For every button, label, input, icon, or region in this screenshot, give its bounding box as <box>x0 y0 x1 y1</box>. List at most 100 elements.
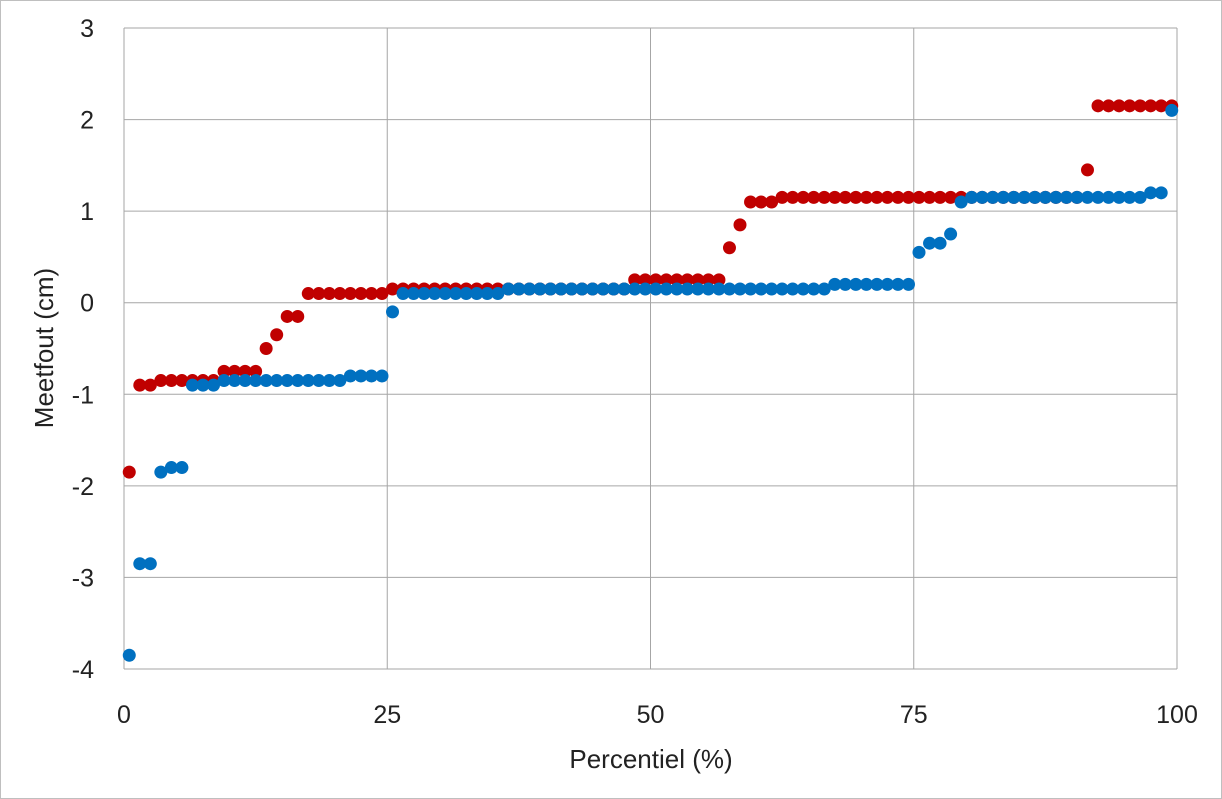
data-point-series-1 <box>901 190 915 204</box>
data-point-series-2 <box>1112 190 1126 204</box>
data-point-series-2 <box>396 287 410 301</box>
data-point-series-2 <box>880 277 894 291</box>
data-point-series-2 <box>575 282 589 296</box>
data-point-series-1 <box>722 241 736 255</box>
data-point-series-2 <box>512 282 526 296</box>
data-point-series-1 <box>754 195 768 209</box>
data-point-series-2 <box>828 277 842 291</box>
x-tick-label: 0 <box>117 701 131 729</box>
data-point-series-1 <box>122 465 136 479</box>
data-point-series-1 <box>786 190 800 204</box>
data-point-series-2 <box>986 190 1000 204</box>
data-point-series-2 <box>838 277 852 291</box>
data-point-series-1 <box>143 378 157 392</box>
data-point-series-2 <box>354 369 368 383</box>
data-point-series-2 <box>912 245 926 259</box>
data-point-series-2 <box>1070 190 1084 204</box>
data-point-series-2 <box>301 374 315 388</box>
data-point-series-2 <box>1165 103 1179 117</box>
data-point-series-2 <box>754 282 768 296</box>
data-point-series-1 <box>164 374 178 388</box>
data-point-series-2 <box>122 648 136 662</box>
data-point-series-1 <box>628 273 642 287</box>
y-tick-label: 1 <box>80 198 94 226</box>
data-point-series-2 <box>238 374 252 388</box>
data-point-series-2 <box>322 374 336 388</box>
data-point-series-1 <box>259 342 273 355</box>
data-point-series-1 <box>817 190 831 204</box>
data-point-series-2 <box>164 461 178 475</box>
x-tick-label: 50 <box>637 701 665 729</box>
y-tick-label: -1 <box>72 381 94 409</box>
data-point-series-1 <box>870 190 884 204</box>
data-point-series-1 <box>807 190 821 204</box>
data-point-series-2 <box>1154 186 1168 200</box>
data-point-series-2 <box>712 282 726 296</box>
data-point-series-2 <box>954 195 968 209</box>
data-point-series-2 <box>796 282 810 296</box>
data-point-series-2 <box>944 227 958 241</box>
data-point-series-1 <box>849 190 863 204</box>
data-point-series-2 <box>333 374 347 388</box>
data-point-series-1 <box>364 287 378 301</box>
data-point-series-2 <box>438 287 452 301</box>
data-point-series-1 <box>859 190 873 204</box>
data-point-series-2 <box>386 305 400 319</box>
data-point-series-2 <box>491 287 505 301</box>
data-point-series-2 <box>249 374 263 388</box>
data-point-series-1 <box>796 190 810 204</box>
data-point-series-2 <box>596 282 610 296</box>
data-point-series-2 <box>459 287 473 301</box>
data-point-series-2 <box>175 461 189 475</box>
data-point-series-2 <box>1133 190 1147 204</box>
data-point-series-1 <box>375 287 389 301</box>
data-point-series-2 <box>765 282 779 296</box>
data-point-series-1 <box>712 273 726 287</box>
data-point-series-1 <box>1112 99 1126 113</box>
data-point-series-1 <box>238 364 252 378</box>
data-point-series-1 <box>249 364 263 378</box>
data-point-series-2 <box>923 236 937 250</box>
data-point-series-2 <box>817 282 831 296</box>
data-point-series-1 <box>343 287 357 301</box>
data-point-series-2 <box>1017 190 1031 204</box>
data-point-series-2 <box>143 557 157 571</box>
x-tick-label: 100 <box>1156 701 1198 729</box>
data-point-series-1 <box>638 273 652 287</box>
data-point-series-2 <box>586 282 600 296</box>
data-point-series-2 <box>480 287 494 301</box>
data-point-series-2 <box>417 287 431 301</box>
data-point-series-2 <box>343 369 357 383</box>
x-axis-title: Percentiel (%) <box>569 744 732 774</box>
data-point-series-2 <box>1038 190 1052 204</box>
data-point-series-1 <box>154 374 168 388</box>
data-point-series-1 <box>1091 99 1105 113</box>
data-point-series-1 <box>280 309 294 323</box>
x-tick-label: 25 <box>373 701 401 729</box>
data-point-series-2 <box>280 374 294 388</box>
data-point-series-2 <box>649 282 663 296</box>
data-point-series-1 <box>217 364 231 378</box>
data-point-series-1 <box>1144 99 1158 113</box>
data-point-series-2 <box>185 378 199 392</box>
data-points <box>122 99 1179 662</box>
data-point-series-2 <box>701 282 715 296</box>
data-point-series-1 <box>933 190 947 204</box>
data-point-series-2 <box>196 378 210 392</box>
data-point-series-2 <box>901 277 915 291</box>
data-point-series-2 <box>1144 186 1158 200</box>
gridlines <box>123 27 1178 670</box>
data-point-series-1 <box>912 190 926 204</box>
y-tick-label: 2 <box>80 107 94 135</box>
data-point-series-2 <box>628 282 642 296</box>
data-point-series-1 <box>733 218 747 232</box>
data-point-series-2 <box>554 282 568 296</box>
data-point-series-2 <box>217 374 231 388</box>
data-point-series-1 <box>744 195 758 209</box>
data-point-series-1 <box>333 287 347 301</box>
data-point-series-1 <box>1123 99 1137 113</box>
data-point-series-2 <box>1059 190 1073 204</box>
data-point-series-2 <box>870 277 884 291</box>
data-point-series-1 <box>944 190 958 204</box>
